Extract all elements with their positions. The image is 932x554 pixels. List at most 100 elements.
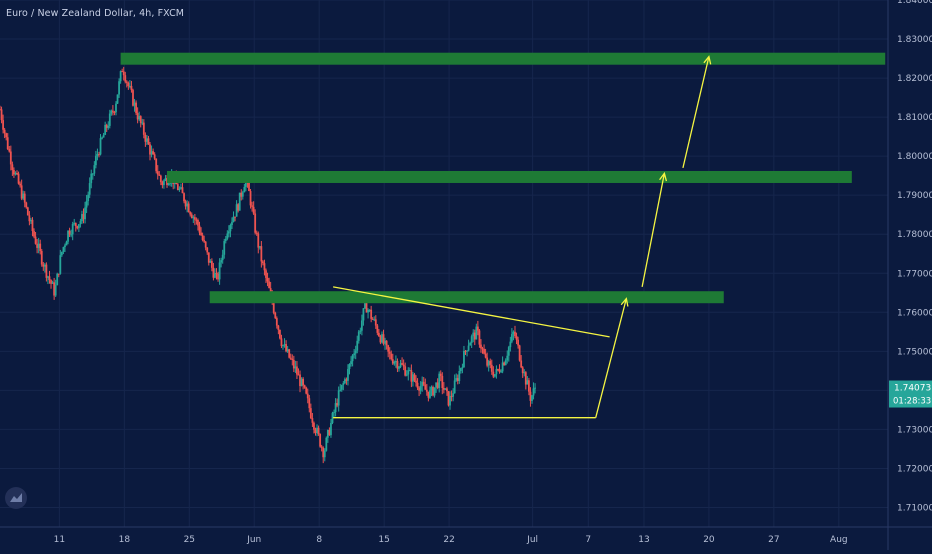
candle-down <box>68 230 71 235</box>
candle-down <box>20 185 23 199</box>
candle-down <box>481 348 484 350</box>
resistance-zones <box>120 52 886 304</box>
candle-down <box>492 371 495 377</box>
candle-down <box>200 232 202 236</box>
candle-up <box>77 224 80 229</box>
candle-down <box>410 370 413 382</box>
candle-down <box>404 366 407 376</box>
candle-up <box>163 180 165 186</box>
candle-down <box>432 386 434 396</box>
candle-down <box>486 357 489 366</box>
candle-down <box>309 408 312 419</box>
candle-down <box>336 403 339 406</box>
candle-down <box>124 75 127 82</box>
resistance-zone[interactable] <box>120 52 886 65</box>
price-tick-label: 1.81000 <box>897 113 932 123</box>
candle-up <box>467 345 470 351</box>
trendline[interactable] <box>333 286 610 338</box>
candle-down <box>98 154 100 156</box>
candle-up <box>51 282 54 284</box>
candle-down <box>17 173 20 184</box>
arrow-line[interactable] <box>595 298 627 418</box>
arrow-line[interactable] <box>641 173 666 288</box>
candle-up <box>129 85 131 87</box>
candle-down <box>314 429 317 433</box>
candle-up <box>104 124 107 135</box>
candle-up <box>421 381 424 387</box>
candle-up <box>133 102 136 106</box>
candle-up <box>108 113 111 126</box>
candle-up <box>186 203 189 207</box>
price-tick-label: 1.73000 <box>897 425 932 435</box>
candle-up <box>164 178 167 181</box>
candle-down <box>159 175 162 183</box>
candle-up <box>294 366 297 369</box>
candle-up <box>101 137 103 139</box>
candle-up <box>79 221 82 225</box>
candle-up <box>493 374 496 377</box>
resistance-zone[interactable] <box>167 170 852 183</box>
candle-up <box>70 234 73 236</box>
candle-down <box>19 183 22 186</box>
candle-up <box>512 331 515 335</box>
candle-up <box>286 349 289 352</box>
price-tick-label: 1.79000 <box>897 191 932 201</box>
candle-down <box>447 391 450 406</box>
candle-down <box>212 267 215 278</box>
candle-down <box>153 154 156 159</box>
candle-up <box>453 380 456 394</box>
candle-down <box>306 393 309 399</box>
candle-down <box>16 172 18 174</box>
candle-down <box>184 201 187 207</box>
candle-down <box>122 71 125 76</box>
candle-down <box>2 120 4 130</box>
candle-down <box>478 330 481 345</box>
candle-up <box>93 165 96 174</box>
candle-down <box>198 225 201 233</box>
candle-down <box>203 239 206 242</box>
candle-down <box>42 264 45 267</box>
candle-up <box>356 340 359 351</box>
candle-down <box>176 184 179 191</box>
candle-up <box>510 334 513 342</box>
candle-down <box>111 110 114 112</box>
resistance-zone[interactable] <box>209 291 724 304</box>
candle-down <box>476 326 479 331</box>
candle-up <box>531 395 533 401</box>
candle-down <box>302 378 305 386</box>
candle-up <box>65 241 68 246</box>
candle-up <box>67 230 69 242</box>
candle-down <box>26 207 29 216</box>
candle-down <box>480 344 482 349</box>
candle-down <box>275 318 278 326</box>
candle-up <box>316 427 318 433</box>
candle-up <box>180 187 182 189</box>
time-tick-label: Jun <box>246 535 261 545</box>
bar-countdown-label: 01:28:33 <box>893 397 931 407</box>
candle-up <box>347 369 349 381</box>
candle-up <box>232 216 235 222</box>
candle-up <box>116 94 119 104</box>
candle-down <box>371 318 374 320</box>
candle-up <box>54 285 57 296</box>
time-tick-label: 7 <box>585 535 591 545</box>
candle-up <box>214 273 216 278</box>
candle-up <box>449 395 451 406</box>
arrow-line[interactable] <box>682 56 710 169</box>
candle-up <box>455 378 458 381</box>
candle-down <box>439 373 442 376</box>
candle-up <box>62 247 65 252</box>
candle-down <box>401 363 403 365</box>
candle-up <box>87 194 90 202</box>
candle-up <box>330 422 332 436</box>
candle-down <box>3 129 6 134</box>
candle-up <box>354 350 357 354</box>
candle-down <box>289 357 292 359</box>
time-tick-label: 11 <box>54 535 65 545</box>
candle-down <box>8 149 11 152</box>
candle-down <box>132 90 134 106</box>
candle-down <box>249 191 252 206</box>
candle-up <box>333 412 335 414</box>
